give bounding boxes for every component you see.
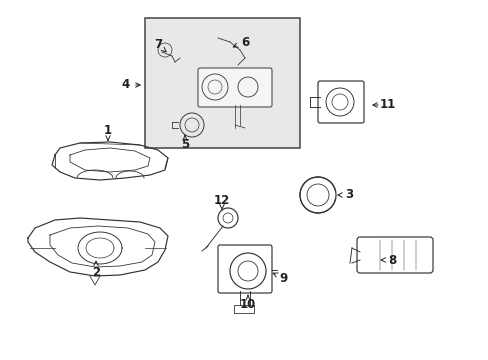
Bar [234, 305, 253, 313]
Text: 6: 6 [241, 36, 248, 49]
Text: 8: 8 [387, 253, 395, 266]
Text: 10: 10 [240, 298, 256, 311]
Text: 9: 9 [279, 271, 287, 284]
Text: 7: 7 [154, 39, 162, 51]
FancyBboxPatch shape [317, 81, 363, 123]
Bar [145, 18, 299, 148]
Text: 11: 11 [379, 99, 395, 112]
FancyBboxPatch shape [218, 245, 271, 293]
Text: 3: 3 [344, 189, 352, 202]
Text: 4: 4 [122, 78, 130, 91]
FancyBboxPatch shape [356, 237, 432, 273]
Text: 12: 12 [213, 194, 230, 207]
Text: 5: 5 [181, 139, 189, 152]
FancyBboxPatch shape [198, 68, 271, 107]
Text: 1: 1 [104, 123, 112, 136]
Text: 2: 2 [92, 266, 100, 279]
